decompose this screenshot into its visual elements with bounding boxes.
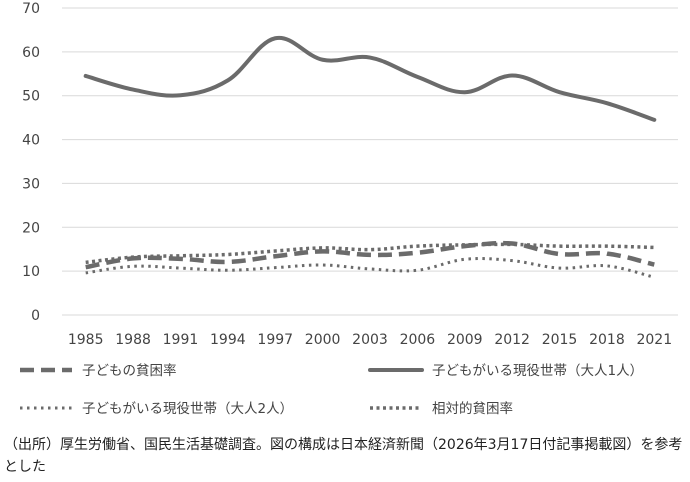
- x-tick-label: 2006: [400, 332, 436, 348]
- x-tick-label: 2003: [352, 332, 388, 348]
- x-tick-label: 2012: [494, 332, 530, 348]
- legend: 子どもの貧困率 子どもがいる現役世帯（大人1人） 子どもがいる現役世帯（大人2人） 相…: [20, 362, 643, 417]
- series-line-2: [83, 35, 657, 122]
- series-line-4: [85, 242, 655, 265]
- x-tick-label: 2018: [589, 332, 625, 348]
- x-tick-label: 2015: [542, 332, 578, 348]
- y-axis-ticks: 0 10 20 30 40 50 60 70: [22, 1, 40, 324]
- y-tick-label: 40: [22, 133, 40, 149]
- series-line-1: [85, 240, 655, 270]
- series-line-3: [85, 257, 655, 279]
- y-tick-label: 50: [22, 89, 40, 105]
- y-tick-label: 0: [31, 308, 40, 324]
- legend-label: 相対的貧困率: [432, 400, 513, 417]
- x-tick-label: 2021: [636, 332, 672, 348]
- line-chart: 0 10 20 30 40 50 60 70 1985 1988 1991 1994 1997 2000…: [20, 1, 678, 417]
- x-tick-label: 1985: [68, 332, 104, 348]
- x-tick-label: 1994: [210, 332, 246, 348]
- x-axis-ticks: 1985 1988 1991 1994 1997 2000 2003 2006 2009 2012…: [68, 332, 672, 348]
- y-tick-label: 10: [22, 264, 40, 280]
- x-tick-label: 2000: [305, 332, 341, 348]
- legend-label: 子どもの貧困率: [82, 362, 177, 379]
- x-tick-label: 1997: [257, 332, 293, 348]
- y-tick-label: 70: [22, 1, 40, 17]
- x-tick-label: 2009: [447, 332, 483, 348]
- gridlines: [62, 7, 678, 316]
- source-note: （出所）厚生労働省、国民生活基礎調査。図の構成は日本経済新聞（2026年3月17…: [4, 437, 683, 475]
- y-tick-label: 60: [22, 45, 40, 61]
- x-tick-label: 1991: [163, 332, 199, 348]
- series-lines: [83, 35, 657, 279]
- y-tick-label: 20: [22, 220, 40, 236]
- legend-label: 子どもがいる現役世帯（大人2人）: [82, 401, 293, 417]
- legend-label: 子どもがいる現役世帯（大人1人）: [432, 363, 643, 379]
- x-tick-label: 1988: [115, 332, 151, 348]
- y-tick-label: 30: [22, 176, 40, 192]
